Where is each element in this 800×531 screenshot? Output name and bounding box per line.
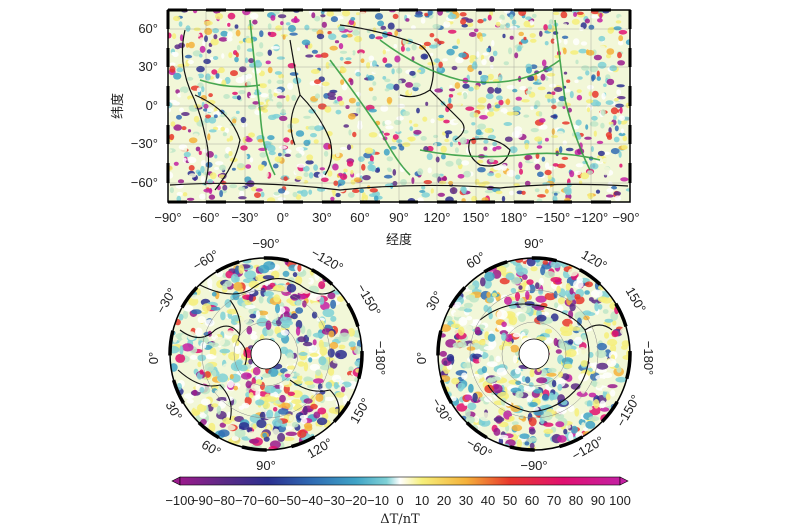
colorbar-left-arrow	[171, 476, 181, 486]
colorbar-tick-label: 40	[481, 493, 495, 508]
sp-label-60: 60°	[463, 249, 488, 272]
sp-label-minus-90: −90°	[520, 458, 547, 473]
north-polar-graticule	[201, 289, 331, 419]
lon-tick-150: 150°	[463, 210, 490, 225]
sp-label-90: 90°	[524, 236, 544, 251]
lon-tick-30: 30°	[312, 210, 332, 225]
colorbar-body	[179, 476, 621, 486]
south-polar-border	[436, 256, 632, 452]
world-plate-boundaries	[199, 19, 601, 176]
lon-tick-minus-90-west: −90°	[154, 210, 181, 225]
colorbar-tick-label: −50	[279, 493, 301, 508]
world-gridlines	[168, 10, 630, 202]
np-label-60: 60°	[199, 437, 224, 460]
colorbar-tick-label: 50	[503, 493, 517, 508]
colorbar-tick-label: −30	[323, 493, 345, 508]
north-polar-coastlines	[177, 278, 340, 426]
north-polar-hole	[250, 338, 282, 370]
south-polar-coastlines	[479, 303, 613, 413]
np-label-minus-180: −180°	[373, 341, 388, 375]
colorbar-tick-label: −80	[213, 493, 235, 508]
np-label-minus-30: −30°	[153, 285, 180, 316]
colorbar-tick-label: 70	[547, 493, 561, 508]
colorbar-tick-label: −60	[257, 493, 279, 508]
sp-label-150: 150°	[623, 284, 649, 315]
colorbar-right-arrow	[619, 476, 629, 486]
lon-tick-60: 60°	[350, 210, 370, 225]
lat-tick-30: 30°	[138, 59, 158, 74]
lat-tick-60: 60°	[138, 21, 158, 36]
colorbar-tick-label: −40	[301, 493, 323, 508]
north-polar-border	[168, 256, 364, 452]
np-label-minus-90: −90°	[252, 236, 279, 251]
lat-tick-0: 0°	[146, 98, 158, 113]
colorbar-ticks: −100−90 −80 −70 −60 −50 −40 −30 −20 −10 0 10 20 30 40…	[165, 493, 631, 508]
lon-tick-minus-120: −120°	[574, 210, 608, 225]
lon-tick-120: 120°	[424, 210, 451, 225]
lat-tick-minus-30: −30°	[131, 136, 158, 151]
world-xlabel: 经度	[386, 232, 412, 248]
colorbar-tick-label: 90	[591, 493, 605, 508]
lat-tick-minus-60: −60°	[131, 175, 158, 190]
np-label-0: 0°	[146, 352, 161, 364]
colorbar-tick-label: 10	[415, 493, 429, 508]
world-map-border-ticks	[166, 8, 632, 204]
world-coastlines	[169, 24, 629, 191]
colorbar	[171, 476, 629, 486]
lon-tick-minus-150: −150°	[536, 210, 570, 225]
np-label-minus-150: −150°	[354, 281, 384, 318]
sp-label-30: 30°	[423, 288, 446, 313]
south-polar-graticule	[469, 289, 599, 419]
south-polar-anomaly-field	[438, 258, 630, 450]
colorbar-tick-label: −90	[191, 493, 213, 508]
sp-label-120: 120°	[579, 247, 610, 273]
colorbar-tick-label: −70	[235, 493, 257, 508]
colorbar-tick-label: 80	[569, 493, 583, 508]
colorbar-tick-label: 60	[525, 493, 539, 508]
lon-tick-minus-60: −60°	[192, 210, 219, 225]
np-label-90: 90°	[256, 458, 276, 473]
colorbar-tick-label: 100	[609, 493, 631, 508]
colorbar-tick-label: 20	[437, 493, 451, 508]
colorbar-tick-label: −20	[345, 493, 367, 508]
colorbar-title: ΔT/nT	[380, 512, 420, 527]
south-polar-hole	[518, 338, 550, 370]
lon-tick-minus-30: −30°	[231, 210, 258, 225]
colorbar-tick-label: −100	[165, 493, 194, 508]
lon-tick-180: 180°	[501, 210, 528, 225]
sp-label-0: 0°	[414, 352, 429, 364]
np-label-minus-60: −60°	[190, 247, 221, 274]
colorbar-tick-label: 0	[396, 493, 403, 508]
sp-label-minus-180: −180°	[641, 341, 656, 375]
lon-tick-minus-90-east: −90°	[612, 210, 639, 225]
lon-tick-0: 0°	[277, 210, 289, 225]
colorbar-tick-label: 30	[459, 493, 473, 508]
colorbar-tick-label: −10	[367, 493, 389, 508]
world-ylabel: 纬度	[110, 93, 126, 119]
lon-tick-90: 90°	[389, 210, 409, 225]
